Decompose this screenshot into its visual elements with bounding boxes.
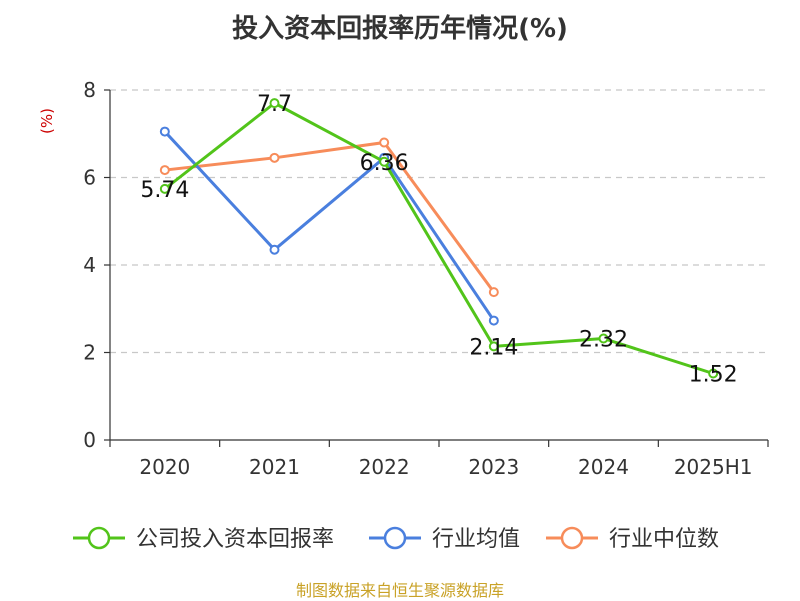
data-label: 2.14 xyxy=(469,335,518,360)
data-point xyxy=(269,98,280,109)
series-line xyxy=(163,130,496,322)
source-note: 制图数据来自恒生聚源数据库 xyxy=(295,581,504,600)
x-tick-label: 2020 xyxy=(139,455,190,479)
x-tick-label: 2022 xyxy=(359,455,410,479)
series-line xyxy=(163,101,714,375)
data-point xyxy=(708,368,719,379)
data-label: 2.32 xyxy=(579,328,628,353)
y-tick-label: 8 xyxy=(83,78,96,102)
x-tick-label: 2021 xyxy=(249,455,300,479)
data-point xyxy=(159,126,170,137)
data-point xyxy=(269,152,280,163)
x-tick-label: 2025H1 xyxy=(674,455,753,479)
data-point xyxy=(159,183,170,194)
data-point xyxy=(269,244,280,255)
legend-label: 行业均值 xyxy=(432,527,520,552)
legend-marker xyxy=(87,526,111,550)
data-point xyxy=(159,165,170,176)
data-label: 6.36 xyxy=(360,151,409,176)
legend-marker xyxy=(560,526,584,550)
data-point xyxy=(598,333,609,344)
legend-label: 行业中位数 xyxy=(609,527,719,552)
y-tick-label: 4 xyxy=(83,253,96,277)
x-tick-label: 2023 xyxy=(468,455,519,479)
data-point xyxy=(488,315,499,326)
chart-title: 投入资本回报率历年情况(%) xyxy=(232,14,568,44)
legend-marker xyxy=(383,526,407,550)
y-tick-label: 6 xyxy=(83,166,96,190)
data-point xyxy=(379,137,390,148)
series-line xyxy=(164,141,496,294)
data-label: 7.7 xyxy=(257,92,292,117)
y-tick-label: 2 xyxy=(83,341,96,365)
data-label: 1.52 xyxy=(689,363,738,388)
legend-label: 公司投入资本回报率 xyxy=(136,527,334,552)
y-tick-label: 0 xyxy=(83,428,96,452)
data-point xyxy=(488,341,499,352)
data-point xyxy=(379,156,390,167)
data-point xyxy=(488,287,499,298)
x-tick-label: 2024 xyxy=(578,455,629,479)
data-label: 5.74 xyxy=(140,178,189,203)
